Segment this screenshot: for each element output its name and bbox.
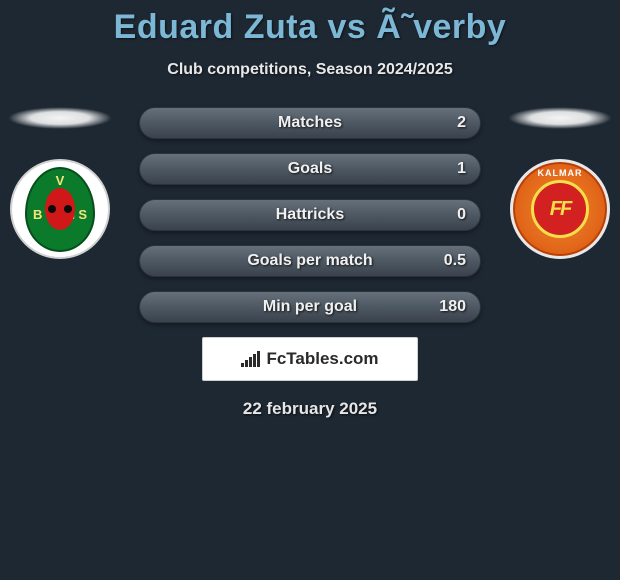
right-club-badge: KALMAR FF (510, 159, 610, 259)
kalmar-arc-text: KALMAR (513, 168, 607, 178)
season-subtitle: Club competitions, Season 2024/2025 (0, 61, 620, 79)
brand-text: FcTables.com (266, 349, 378, 369)
kalmar-inner-circle: FF (531, 180, 589, 238)
stat-label: Goals (140, 160, 480, 178)
stat-bar: Goals 1 (139, 153, 481, 185)
left-shadow-ellipse (8, 107, 112, 129)
stat-value: 2 (457, 114, 466, 132)
stat-bar: Min per goal 180 (139, 291, 481, 323)
stat-value: 1 (457, 160, 466, 178)
stat-bar: Hattricks 0 (139, 199, 481, 231)
varberg-letter-b: B (33, 207, 42, 222)
stat-value: 180 (439, 298, 466, 316)
stat-bar: Goals per match 0.5 (139, 245, 481, 277)
varberg-center-oval (45, 188, 75, 230)
stat-label: Hattricks (140, 206, 480, 224)
stat-value: 0.5 (444, 252, 466, 270)
stat-bar: Matches 2 (139, 107, 481, 139)
left-club-column: V B I S (0, 107, 120, 259)
stat-label: Goals per match (140, 252, 480, 270)
brand-chart-icon (241, 351, 260, 367)
stats-bars: Matches 2 Goals 1 Hattricks 0 Goals per … (139, 107, 481, 323)
comparison-title: Eduard Zuta vs Ã˜verby (0, 0, 620, 47)
varberg-letter-v: V (56, 173, 65, 188)
content-area: V B I S KALMAR FF Matches 2 Goals 1 Hatt… (0, 107, 620, 419)
left-club-badge: V B I S (10, 159, 110, 259)
right-club-column: KALMAR FF (500, 107, 620, 259)
kalmar-ff-text: FF (550, 198, 570, 221)
snapshot-date: 22 february 2025 (0, 399, 620, 419)
brand-box[interactable]: FcTables.com (202, 337, 418, 381)
right-shadow-ellipse (508, 107, 612, 129)
stat-label: Min per goal (140, 298, 480, 316)
stat-value: 0 (457, 206, 466, 224)
varberg-letter-s: S (78, 207, 87, 222)
stat-label: Matches (140, 114, 480, 132)
varberg-shield: V B I S (25, 167, 95, 252)
